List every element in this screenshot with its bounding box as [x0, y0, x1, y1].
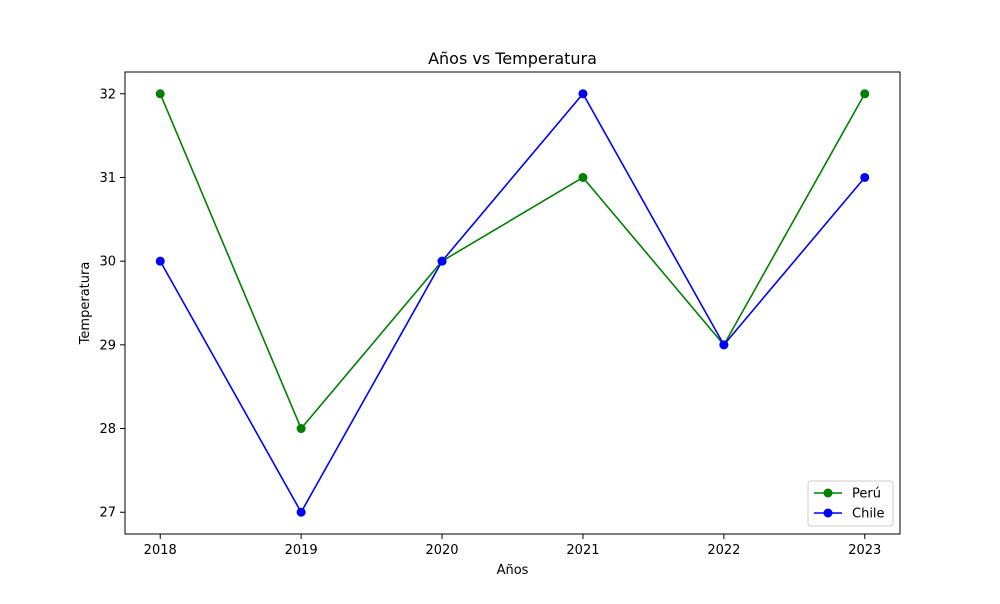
legend: Perú Chile	[807, 480, 894, 527]
series-chile	[155, 89, 870, 517]
legend-item-peru: Perú	[814, 487, 881, 502]
x-axis-label: Años	[497, 563, 529, 578]
y-axis: 27 28 29 30 31 32	[99, 87, 125, 521]
x-tick-label: 2018	[144, 543, 177, 558]
series-line-chile	[159, 92, 866, 514]
x-tick-label: 2021	[566, 543, 599, 558]
data-point-peru	[155, 89, 165, 99]
data-point-chile	[155, 256, 165, 266]
legend-item-chile: Chile	[814, 507, 885, 522]
legend-label: Chile	[852, 507, 885, 522]
series-layer	[155, 89, 870, 517]
y-tick-label: 30	[99, 255, 116, 270]
data-point-chile	[437, 256, 447, 266]
plot-area	[124, 71, 901, 535]
data-point-chile	[860, 172, 870, 182]
y-tick-label: 27	[99, 506, 116, 521]
x-tick-label: 2023	[848, 543, 881, 558]
series-line-peru	[159, 93, 866, 430]
data-point-chile	[719, 340, 729, 350]
data-point-chile	[578, 89, 588, 99]
chart-title: Años vs Temperatura	[428, 49, 597, 68]
y-tick-label: 32	[99, 87, 116, 102]
legend-marker	[823, 488, 833, 498]
y-tick-label: 28	[99, 422, 116, 437]
data-point-peru	[860, 89, 870, 99]
x-tick-label: 2020	[425, 543, 458, 558]
axes-frame	[124, 71, 901, 535]
x-axis: 2018 2019 2020 2021 2022 2023	[144, 534, 881, 558]
y-axis-label: Temperatura	[78, 262, 93, 346]
y-tick-label: 29	[99, 338, 116, 353]
legend-label: Perú	[852, 487, 881, 502]
data-point-peru	[296, 424, 306, 434]
y-tick-label: 31	[99, 171, 116, 186]
data-point-peru	[578, 172, 588, 182]
x-tick-label: 2022	[707, 543, 740, 558]
x-tick-label: 2019	[285, 543, 318, 558]
legend-marker	[823, 508, 833, 518]
data-point-chile	[296, 507, 306, 517]
